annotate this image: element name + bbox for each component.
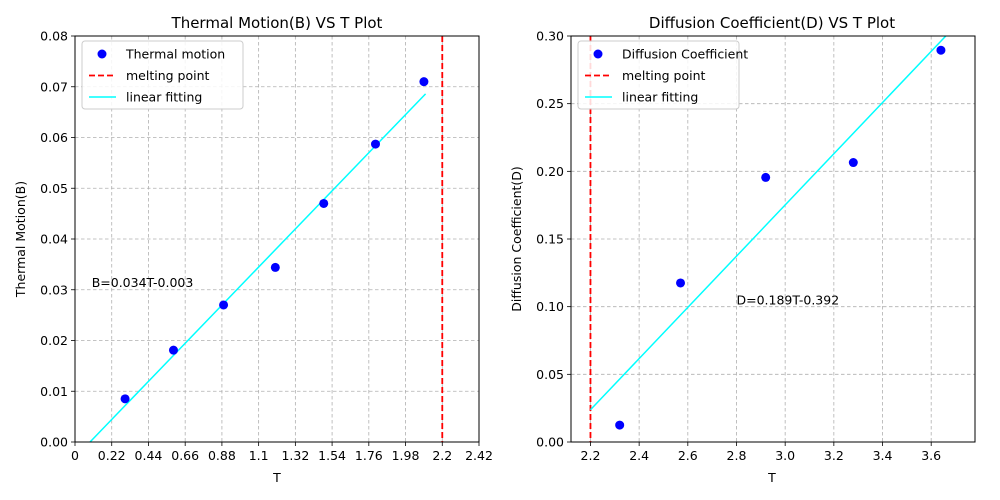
y-tick-label: 0.08: [40, 29, 68, 44]
legend: Thermal motion melting point linear fittin…: [81, 40, 244, 110]
x-tick-label: 2.2: [432, 448, 452, 463]
data-point: [419, 77, 429, 87]
x-tick-label: 0.22: [98, 448, 126, 463]
x-tick-label: 0.66: [171, 448, 199, 463]
y-tick-label: 0.05: [536, 367, 564, 382]
y-axis-label: Diffusion Coefficient(D): [509, 166, 524, 312]
fit-equation-annotation: D=0.189T-0.392: [736, 293, 839, 308]
x-tick-label: 3.6: [921, 448, 941, 463]
legend-marker: [97, 49, 107, 59]
plot-area: [89, 36, 444, 443]
y-tick-label: 0.06: [40, 130, 68, 145]
x-tick-label: 3.0: [775, 448, 795, 463]
x-tick-label: 1.54: [318, 448, 346, 463]
diffusion-coefficient-chart: Diffusion Coefficient(D) VS T Plot T Dif…: [509, 14, 976, 485]
fit-line: [89, 93, 427, 443]
legend: Diffusion Coefficient melting point linear…: [577, 40, 748, 110]
data-point: [615, 420, 625, 430]
data-point: [676, 278, 686, 288]
x-tick-label: 3.2: [824, 448, 844, 463]
legend-label: linear fitting: [126, 90, 202, 105]
legend-marker: [593, 49, 603, 59]
plot-frame: [570, 35, 976, 443]
y-tick-label: 0.04: [40, 232, 68, 247]
y-tick-label: 0.15: [536, 232, 564, 247]
chart-title: Thermal Motion(B) VS T Plot: [171, 14, 383, 32]
x-axis-label: T: [272, 470, 281, 485]
legend-label: Thermal motion: [125, 47, 225, 62]
thermal-motion-chart: Thermal Motion(B) VS T Plot T Thermal Mo…: [13, 14, 493, 485]
data-point: [270, 262, 280, 272]
y-tick-label: 0.02: [40, 333, 68, 348]
y-tick-label: 0.25: [536, 96, 564, 111]
x-axis-label: T: [767, 470, 776, 485]
data-point: [319, 198, 329, 208]
data-point: [848, 158, 858, 168]
data-point: [168, 345, 178, 355]
x-tick-label: 2.2: [581, 448, 601, 463]
x-tick-label: 0.88: [208, 448, 236, 463]
y-tick-label: 0.05: [40, 181, 68, 196]
x-tick-label: 1.76: [355, 448, 383, 463]
x-tick-label: 2.8: [727, 448, 747, 463]
data-point: [370, 139, 380, 149]
y-tick-label: 0.00: [40, 435, 68, 450]
y-tick-label: 0.03: [40, 282, 68, 297]
legend-label: melting point: [126, 68, 210, 83]
x-tick-label: 2.42: [465, 448, 493, 463]
legend-label: melting point: [622, 68, 706, 83]
fit-line: [589, 35, 947, 411]
data-point: [936, 45, 946, 55]
x-tick-label: 3.4: [873, 448, 893, 463]
y-tick-label: 0.00: [536, 435, 564, 450]
x-tick-label: 2.6: [678, 448, 698, 463]
y-tick-label: 0.30: [536, 29, 564, 44]
y-axis-label: Thermal Motion(B): [13, 181, 28, 298]
legend-box: [81, 40, 244, 110]
x-tick-label: 1.98: [392, 448, 420, 463]
x-tick-label: 1.1: [249, 448, 269, 463]
fit-equation-annotation: B=0.034T-0.003: [92, 275, 194, 290]
y-tick-label: 0.10: [536, 299, 564, 314]
legend-box: [577, 40, 740, 110]
y-tick-label: 0.20: [536, 164, 564, 179]
data-point: [761, 172, 771, 182]
x-tick-label: 1.32: [281, 448, 309, 463]
x-tick-label: 2.4: [629, 448, 649, 463]
legend-label: linear fitting: [622, 90, 698, 105]
plot-frame: [74, 35, 480, 443]
legend-label: Diffusion Coefficient: [622, 47, 748, 62]
data-point: [120, 394, 130, 404]
y-tick-label: 0.01: [40, 384, 68, 399]
x-tick-label: 0: [71, 448, 79, 463]
x-tick-label: 0.44: [135, 448, 163, 463]
data-point: [219, 300, 229, 310]
chart-title: Diffusion Coefficient(D) VS T Plot: [649, 14, 895, 32]
y-tick-label: 0.07: [40, 79, 68, 94]
